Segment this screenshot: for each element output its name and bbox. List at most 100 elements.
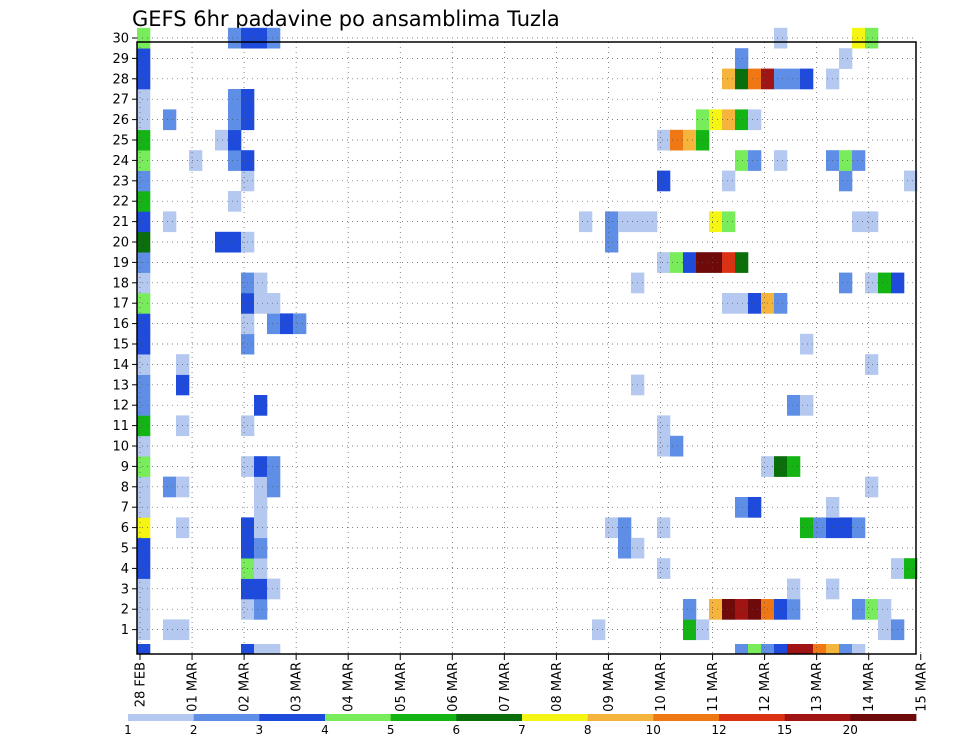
heat-cell <box>254 476 268 498</box>
heat-cell <box>735 150 749 171</box>
heat-cell <box>254 558 268 579</box>
heat-cell <box>761 644 775 655</box>
heat-cell <box>618 517 632 539</box>
x-axis: 28 FEB 01 MAR 02 MAR 03 MAR 04 MAR 05 MAR 06 M… <box>134 654 929 712</box>
chart-title: GEFS 6hr padavine po ansamblima Tuzla <box>132 7 560 31</box>
heat-cell <box>800 333 814 355</box>
heat-cell <box>709 599 723 620</box>
heat-cell <box>267 456 281 477</box>
heat-cell <box>774 68 788 90</box>
heat-cell <box>852 27 866 49</box>
heat-cell <box>137 517 151 539</box>
heat-cell <box>722 599 736 620</box>
y-tick-label: 15 <box>112 338 129 353</box>
heat-cell <box>852 599 866 620</box>
y-tick-label: 24 <box>112 154 129 169</box>
heat-cell <box>813 644 827 655</box>
x-tick-label: 08 MAR <box>550 662 565 712</box>
heat-cell <box>618 537 632 559</box>
y-tick-label: 6 <box>121 521 129 536</box>
heat-cell <box>137 354 151 375</box>
heat-cell <box>254 272 268 294</box>
heat-cell <box>865 599 879 620</box>
heat-cell <box>774 644 788 655</box>
y-tick-label: 22 <box>112 195 129 210</box>
heat-cell <box>163 619 177 641</box>
plot-cells <box>137 27 918 655</box>
heat-cell <box>657 517 671 539</box>
legend-swatch <box>128 714 195 721</box>
heat-cell <box>605 231 619 253</box>
legend-label: 15 <box>777 723 792 737</box>
heat-cell <box>774 293 788 314</box>
x-tick-label: 12 MAR <box>758 662 773 712</box>
heat-cell <box>865 476 879 498</box>
heat-cell <box>839 644 853 655</box>
heat-cell <box>709 252 723 273</box>
legend-label: 20 <box>843 723 858 737</box>
heat-cell <box>657 252 671 273</box>
heat-cell <box>137 497 151 518</box>
heat-cell <box>228 129 242 151</box>
heat-cell <box>722 293 736 314</box>
heat-cell <box>878 619 892 641</box>
heat-cell <box>137 537 151 559</box>
legend-swatch <box>850 714 917 721</box>
heat-cell <box>683 599 697 620</box>
heat-cell <box>852 517 866 539</box>
y-tick-label: 17 <box>112 297 129 312</box>
heat-cell <box>735 497 749 518</box>
heat-cell <box>137 619 151 641</box>
heat-cell <box>839 272 853 294</box>
heat-cell <box>137 558 151 579</box>
y-tick-label: 5 <box>121 542 129 557</box>
heat-cell <box>800 68 814 90</box>
heat-cell <box>228 27 242 49</box>
x-tick-label: 11 MAR <box>706 662 721 712</box>
legend-swatch <box>325 714 392 721</box>
heat-cell <box>137 578 151 600</box>
heat-cell <box>293 313 307 335</box>
heat-cell <box>748 150 762 171</box>
heat-cell <box>774 599 788 620</box>
heat-cell <box>228 150 242 171</box>
y-tick-label: 13 <box>112 378 129 393</box>
heat-cell <box>722 109 736 131</box>
y-tick-label: 30 <box>112 32 129 47</box>
heat-cell <box>735 109 749 131</box>
x-tick-label: 06 MAR <box>446 662 461 712</box>
legend-swatch <box>522 714 589 721</box>
heat-cell <box>787 644 801 655</box>
legend-label: 7 <box>518 723 526 737</box>
heat-cell <box>735 252 749 273</box>
heat-cell <box>800 644 814 655</box>
y-tick-label: 20 <box>112 236 129 251</box>
heat-cell <box>137 89 151 110</box>
heat-cell <box>137 170 151 192</box>
y-tick-label: 25 <box>112 134 129 149</box>
legend-swatch <box>456 714 523 721</box>
heat-cell <box>878 272 892 294</box>
plot-grid <box>137 37 922 654</box>
heat-cell <box>137 476 151 498</box>
heat-cell <box>722 68 736 90</box>
heat-cell <box>657 558 671 579</box>
heat-cell <box>735 644 749 655</box>
x-tick-label: 10 MAR <box>654 662 669 712</box>
heat-cell <box>137 435 151 457</box>
heat-cell <box>774 456 788 477</box>
legend-swatch <box>653 714 720 721</box>
y-tick-label: 29 <box>112 52 129 67</box>
y-tick-label: 2 <box>121 603 129 618</box>
heat-cell <box>605 211 619 233</box>
heat-cell <box>163 109 177 131</box>
legend-label: 12 <box>711 723 726 737</box>
heat-cell <box>137 374 151 396</box>
heat-cell <box>137 252 151 273</box>
heat-cell <box>735 599 749 620</box>
heat-cell <box>670 252 684 273</box>
y-tick-label: 11 <box>112 419 129 434</box>
heat-cell <box>137 68 151 90</box>
heat-cell <box>137 395 151 416</box>
